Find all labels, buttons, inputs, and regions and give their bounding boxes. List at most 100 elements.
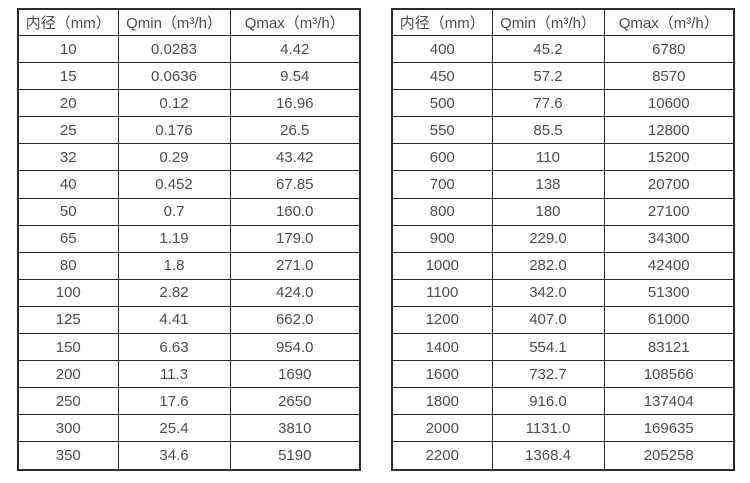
table-row: 65 1.19 179.0 bbox=[17, 224, 361, 253]
diameter-cell: 550 bbox=[391, 116, 493, 145]
qmin-cell: 732.7 bbox=[491, 360, 605, 389]
qmin-cell: 229.0 bbox=[491, 224, 605, 253]
diameter-cell: 350 bbox=[17, 441, 119, 471]
qmax-cell: 271.0 bbox=[229, 251, 361, 280]
qmax-cell: 12800 bbox=[603, 116, 735, 145]
flow-rate-table-small-diameters: 内径（mm） Qmin（m³/h） Qmax（m³/h） 10 0.0283 4.4… bbox=[17, 8, 361, 471]
table-row: 2000 1131.0 169635 bbox=[391, 414, 735, 443]
qmax-cell: 8570 bbox=[603, 62, 735, 91]
diameter-cell: 250 bbox=[17, 387, 119, 416]
qmin-cell: 4.41 bbox=[117, 305, 231, 335]
qmin-cell: 1.8 bbox=[117, 251, 231, 280]
diameter-cell: 20 bbox=[17, 89, 119, 118]
flow-rate-table-large-diameters: 内径（mm） Qmin（m³/h） Qmax（m³/h） 400 45.2 6780… bbox=[391, 8, 735, 471]
qmax-cell: 16.96 bbox=[229, 89, 361, 118]
qmin-cell: 1368.4 bbox=[491, 441, 605, 471]
header-qmin: Qmin（m³/h） bbox=[117, 8, 231, 36]
diameter-cell: 10 bbox=[17, 34, 119, 64]
qmax-cell: 34300 bbox=[603, 224, 735, 253]
qmax-cell: 61000 bbox=[603, 305, 735, 335]
qmax-cell: 27100 bbox=[603, 197, 735, 226]
table-row: 1600 732.7 108566 bbox=[391, 360, 735, 389]
table-row: 250 17.6 2650 bbox=[17, 387, 361, 416]
qmax-cell: 20700 bbox=[603, 170, 735, 199]
table-row: 1200 407.0 61000 bbox=[391, 305, 735, 335]
qmin-cell: 342.0 bbox=[491, 278, 605, 307]
qmax-cell: 4.42 bbox=[229, 34, 361, 64]
diameter-cell: 25 bbox=[17, 116, 119, 145]
table-row: 900 229.0 34300 bbox=[391, 224, 735, 253]
header-diameter: 内径（mm） bbox=[391, 8, 493, 36]
flow-rate-tables-container: 内径（mm） Qmin（m³/h） Qmax（m³/h） 10 0.0283 4.4… bbox=[17, 8, 735, 471]
diameter-cell: 80 bbox=[17, 251, 119, 280]
qmax-cell: 42400 bbox=[603, 251, 735, 280]
table-row: 32 0.29 43.42 bbox=[17, 143, 361, 172]
diameter-cell: 1400 bbox=[391, 333, 493, 362]
diameter-cell: 1200 bbox=[391, 305, 493, 335]
table-row: 80 1.8 271.0 bbox=[17, 251, 361, 280]
table-row: 25 0.176 26.5 bbox=[17, 116, 361, 145]
qmin-cell: 11.3 bbox=[117, 360, 231, 389]
diameter-cell: 400 bbox=[391, 34, 493, 64]
qmin-cell: 282.0 bbox=[491, 251, 605, 280]
table-row: 10 0.0283 4.42 bbox=[17, 34, 361, 64]
qmin-cell: 0.7 bbox=[117, 197, 231, 226]
qmax-cell: 6780 bbox=[603, 34, 735, 64]
qmax-cell: 43.42 bbox=[229, 143, 361, 172]
diameter-cell: 900 bbox=[391, 224, 493, 253]
header-row: 内径（mm） Qmin（m³/h） Qmax（m³/h） bbox=[17, 8, 361, 36]
qmin-cell: 85.5 bbox=[491, 116, 605, 145]
diameter-cell: 50 bbox=[17, 197, 119, 226]
header-qmin: Qmin（m³/h） bbox=[491, 8, 605, 36]
diameter-cell: 2200 bbox=[391, 441, 493, 471]
diameter-cell: 1100 bbox=[391, 278, 493, 307]
qmax-cell: 954.0 bbox=[229, 333, 361, 362]
table-row: 2200 1368.4 205258 bbox=[391, 441, 735, 471]
diameter-cell: 800 bbox=[391, 197, 493, 226]
table-row: 800 180 27100 bbox=[391, 197, 735, 226]
diameter-cell: 1800 bbox=[391, 387, 493, 416]
header-qmax: Qmax（m³/h） bbox=[229, 8, 361, 36]
qmin-cell: 110 bbox=[491, 143, 605, 172]
diameter-cell: 100 bbox=[17, 278, 119, 307]
diameter-cell: 1600 bbox=[391, 360, 493, 389]
qmax-cell: 160.0 bbox=[229, 197, 361, 226]
diameter-cell: 40 bbox=[17, 170, 119, 199]
diameter-cell: 200 bbox=[17, 360, 119, 389]
table-row: 600 110 15200 bbox=[391, 143, 735, 172]
qmax-cell: 169635 bbox=[603, 414, 735, 443]
qmin-cell: 1.19 bbox=[117, 224, 231, 253]
qmin-cell: 0.12 bbox=[117, 89, 231, 118]
qmax-cell: 1690 bbox=[229, 360, 361, 389]
diameter-cell: 2000 bbox=[391, 414, 493, 443]
table-row: 20 0.12 16.96 bbox=[17, 89, 361, 118]
table-row: 40 0.452 67.85 bbox=[17, 170, 361, 199]
table-row: 15 0.0636 9.54 bbox=[17, 62, 361, 91]
table-row: 150 6.63 954.0 bbox=[17, 333, 361, 362]
table-row: 200 11.3 1690 bbox=[17, 360, 361, 389]
qmin-cell: 45.2 bbox=[491, 34, 605, 64]
qmin-cell: 0.0283 bbox=[117, 34, 231, 64]
qmax-cell: 108566 bbox=[603, 360, 735, 389]
diameter-cell: 150 bbox=[17, 333, 119, 362]
qmin-cell: 25.4 bbox=[117, 414, 231, 443]
qmax-cell: 10600 bbox=[603, 89, 735, 118]
qmin-cell: 0.29 bbox=[117, 143, 231, 172]
qmin-cell: 0.0636 bbox=[117, 62, 231, 91]
diameter-cell: 500 bbox=[391, 89, 493, 118]
header-diameter: 内径（mm） bbox=[17, 8, 119, 36]
qmin-cell: 6.63 bbox=[117, 333, 231, 362]
qmax-cell: 26.5 bbox=[229, 116, 361, 145]
table-row: 700 138 20700 bbox=[391, 170, 735, 199]
qmin-cell: 138 bbox=[491, 170, 605, 199]
diameter-cell: 300 bbox=[17, 414, 119, 443]
qmin-cell: 407.0 bbox=[491, 305, 605, 335]
qmax-cell: 83121 bbox=[603, 333, 735, 362]
qmin-cell: 34.6 bbox=[117, 441, 231, 471]
qmin-cell: 17.6 bbox=[117, 387, 231, 416]
diameter-cell: 600 bbox=[391, 143, 493, 172]
qmax-cell: 3810 bbox=[229, 414, 361, 443]
qmax-cell: 179.0 bbox=[229, 224, 361, 253]
qmax-cell: 205258 bbox=[603, 441, 735, 471]
qmax-cell: 9.54 bbox=[229, 62, 361, 91]
